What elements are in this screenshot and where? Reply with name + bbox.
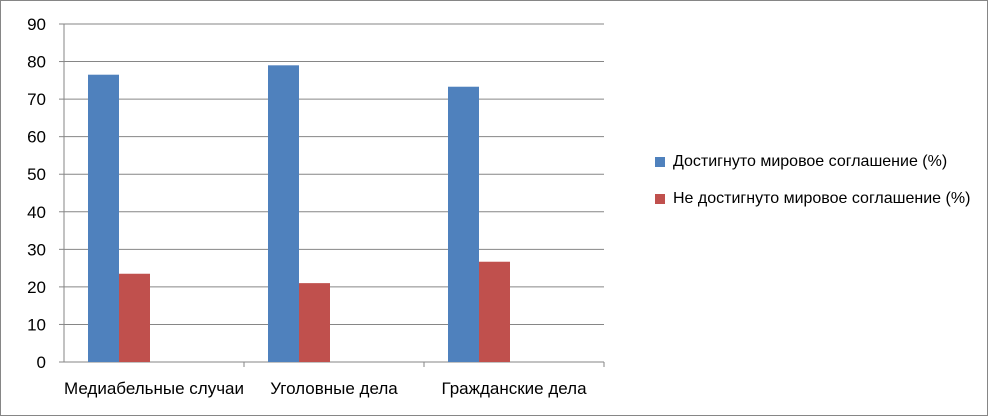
- bar-agreed: [448, 86, 479, 363]
- bar-not-agreed: [119, 273, 150, 362]
- y-tick-label: 90: [27, 15, 46, 34]
- y-tick-label: 30: [27, 240, 46, 259]
- y-tick-label: 10: [27, 315, 46, 334]
- legend-label-agreed: Достигнуто мировое соглашение (%): [673, 153, 948, 170]
- x-category-label: Гражданские дела: [441, 379, 587, 398]
- y-tick-label: 80: [27, 53, 46, 72]
- legend-item-not-agreed: Не достигнуто мировое соглашение (%): [655, 187, 975, 210]
- y-tick-label: 0: [37, 353, 46, 372]
- x-category-label: Медиабельные случаи: [64, 379, 244, 398]
- legend-swatch-agreed: [655, 157, 665, 167]
- legend-swatch-not-agreed: [655, 194, 665, 204]
- y-tick-label: 40: [27, 203, 46, 222]
- bar-agreed: [268, 65, 299, 363]
- x-category-label: Уголовные дела: [270, 379, 398, 398]
- bar-not-agreed: [299, 283, 330, 362]
- legend-label-not-agreed: Не достигнуто мировое соглашение (%): [673, 190, 971, 207]
- legend: Достигнуто мировое соглашение (%) Не дос…: [655, 150, 975, 224]
- bar-not-agreed: [479, 261, 510, 362]
- legend-item-agreed: Достигнуто мировое соглашение (%): [655, 150, 975, 173]
- y-tick-label: 60: [27, 128, 46, 147]
- y-tick-label: 20: [27, 278, 46, 297]
- y-tick-label: 50: [27, 165, 46, 184]
- bar-agreed: [88, 74, 119, 362]
- y-tick-label: 70: [27, 90, 46, 109]
